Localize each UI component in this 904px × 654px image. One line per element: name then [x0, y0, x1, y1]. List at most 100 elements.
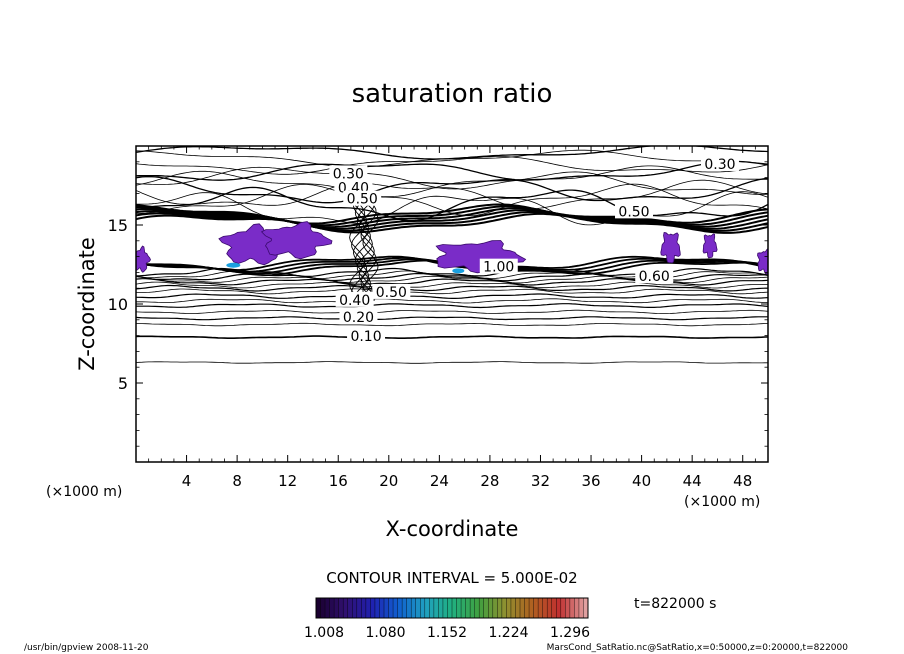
colorbar-stripe [433, 598, 439, 618]
contour-line-column [360, 190, 377, 302]
colorbar-stripe [533, 598, 539, 618]
y-tick-label: 15 [108, 216, 128, 235]
colorbar-stripe [538, 598, 543, 618]
colorbar-stripe [320, 598, 326, 618]
contour-label: 0.20 [343, 310, 374, 326]
fill-blob [702, 233, 718, 259]
contour-line-upper [136, 175, 768, 204]
contour-line-lower [136, 303, 768, 309]
contour-label: 0.10 [350, 329, 381, 345]
x-unit-right: (×1000 m) [684, 494, 760, 510]
time-label: t=822000 s [634, 596, 716, 612]
colorbar-stripe [393, 598, 398, 618]
colorbar-stripe [370, 598, 376, 618]
contour-label: 0.30 [704, 157, 735, 173]
contour-interval-label: CONTOUR INTERVAL = 5.000E-02 [326, 569, 577, 587]
contour-label-bg [700, 155, 739, 171]
x-tick-label: 44 [683, 472, 702, 490]
fill-blob [136, 245, 151, 273]
colorbar-stripe [569, 598, 575, 618]
colorbar-stripe [442, 598, 448, 618]
colorbar-stripe [447, 598, 453, 618]
colorbar-stripe [456, 598, 462, 618]
colorbar-stripe [520, 598, 525, 618]
colorbar-stripe [388, 598, 394, 618]
colorbar-stripe [583, 598, 589, 618]
colorbar-stripe [465, 598, 471, 618]
x-tick-label: 40 [632, 472, 651, 490]
fill-highlight [452, 268, 465, 274]
contour-line-upper [136, 156, 768, 175]
fill-blob [757, 247, 768, 275]
footer-right: MarsCond_SatRatio.nc@SatRatio,x=0:50000,… [547, 643, 849, 653]
contour-label: 0.50 [347, 192, 378, 208]
fill-blob [260, 221, 333, 260]
colorbar-stripe [325, 598, 330, 618]
colorbar [315, 597, 589, 619]
colorbar-stripe [510, 598, 516, 618]
x-axis-label: X-coordinate [386, 517, 519, 541]
x-tick-label: 20 [379, 472, 398, 490]
contour-line-band [136, 203, 768, 225]
contour-label-bg [343, 190, 382, 206]
x-tick-label: 28 [480, 472, 499, 490]
contour-label-bg [372, 283, 411, 299]
colorbar-stripe [338, 598, 344, 618]
colorbar-stripe [497, 598, 503, 618]
colorbar-stripe [488, 598, 494, 618]
colorbar-stripe [474, 598, 480, 618]
contour-labels: 0.100.200.40 0.500.300.400.500.500.301.00… [329, 155, 739, 345]
x-axis-ticks: 4 8 12 16 20 24 28 32 36 40 44 48 [148, 146, 756, 490]
colorbar-stripe [411, 598, 417, 618]
colorbar-stripe [406, 598, 412, 618]
colorbar-stripe [501, 598, 507, 618]
x-tick-label: 8 [232, 472, 242, 490]
supersaturation-fill [136, 221, 768, 275]
colorbar-stripe [461, 598, 466, 618]
x-tick-label: 48 [733, 472, 752, 490]
colorbar-label: 1.224 [488, 625, 528, 641]
colorbar-stripe [470, 598, 475, 618]
colorbar-label: 1.008 [304, 625, 344, 641]
colorbar-labels: 1.008 1.080 1.152 1.224 1.296 [304, 625, 590, 641]
colorbar-stripe [347, 598, 353, 618]
contour-line-lower [136, 309, 768, 314]
colorbar-stripe [356, 598, 362, 618]
contour-line-column [351, 189, 368, 302]
contour-line-upper [136, 191, 768, 226]
colorbar-stripe [379, 598, 385, 618]
colorbar-stripe [374, 598, 380, 618]
x-tick-label: 36 [581, 472, 600, 490]
colorbar-stripe [420, 598, 426, 618]
contour-line-lower [136, 281, 768, 289]
colorbar-stripe [397, 598, 403, 618]
x-tick-label: 24 [430, 472, 449, 490]
plot-area: 0.100.200.40 0.500.300.400.500.500.301.00… [135, 145, 769, 463]
contour-line-upper [136, 186, 768, 222]
colorbar-stripe [556, 598, 562, 618]
footer-left: /usr/bin/gpview 2008-11-20 [24, 643, 149, 653]
colorbar-stripe [483, 598, 489, 618]
fill-highlight [226, 262, 241, 268]
colorbar-stripe [365, 598, 371, 618]
x-unit-left: (×1000 m) [46, 484, 122, 500]
colorbar-stripe [515, 598, 521, 618]
contour-label: 0.30 [333, 166, 364, 182]
colorbar-stripe [547, 598, 553, 618]
contour-label-bg [635, 268, 674, 284]
contour-line-column [354, 190, 371, 302]
colorbar-stripe [316, 598, 321, 618]
contour-line-lower [136, 284, 768, 292]
contour-label-bg [347, 328, 386, 344]
contour-label: 1.00 [483, 260, 514, 276]
colorbar-label: 1.296 [550, 625, 590, 641]
y-tick-label: 5 [118, 374, 128, 393]
contour-line-column [358, 189, 375, 301]
colorbar-stripe [384, 598, 389, 618]
contour-line-upper [136, 165, 768, 190]
colorbar-label: 1.080 [365, 625, 405, 641]
colorbar-stripe [524, 598, 530, 618]
contour-line-lower [136, 316, 768, 321]
colorbar-stripe [574, 598, 580, 618]
